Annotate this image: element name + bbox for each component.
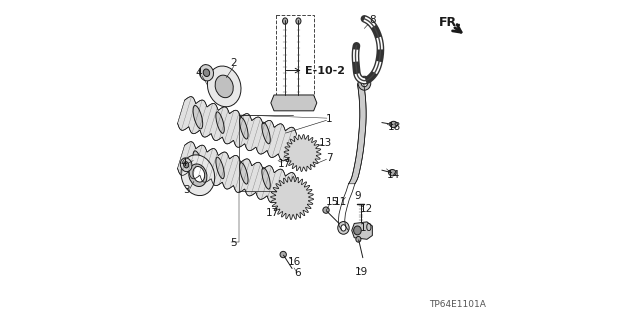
Text: 4: 4 xyxy=(181,158,188,168)
Text: 8: 8 xyxy=(369,15,376,25)
Ellipse shape xyxy=(390,121,397,128)
Text: 7: 7 xyxy=(326,153,333,164)
Ellipse shape xyxy=(215,75,233,98)
Polygon shape xyxy=(177,97,296,161)
Ellipse shape xyxy=(356,236,361,242)
Text: FR.: FR. xyxy=(439,16,462,29)
Text: 12: 12 xyxy=(360,204,372,214)
Ellipse shape xyxy=(354,226,361,235)
Ellipse shape xyxy=(292,143,312,163)
Ellipse shape xyxy=(239,163,248,184)
Ellipse shape xyxy=(291,157,294,160)
Text: 4: 4 xyxy=(195,68,202,78)
Text: 16: 16 xyxy=(288,257,301,267)
Ellipse shape xyxy=(301,140,303,143)
Ellipse shape xyxy=(388,170,396,176)
Text: 19: 19 xyxy=(355,267,369,277)
Ellipse shape xyxy=(239,117,248,139)
Ellipse shape xyxy=(283,18,287,24)
Text: 17: 17 xyxy=(278,159,291,169)
Ellipse shape xyxy=(361,80,367,87)
Ellipse shape xyxy=(280,187,303,210)
FancyBboxPatch shape xyxy=(276,15,314,105)
Ellipse shape xyxy=(290,183,293,186)
Text: 17: 17 xyxy=(266,208,279,218)
Ellipse shape xyxy=(358,76,371,90)
Text: 14: 14 xyxy=(387,170,399,180)
Ellipse shape xyxy=(323,207,329,213)
Text: 9: 9 xyxy=(355,190,362,201)
Text: 1: 1 xyxy=(326,114,333,124)
Polygon shape xyxy=(271,95,317,111)
Ellipse shape xyxy=(207,66,241,107)
Text: 13: 13 xyxy=(319,138,332,148)
Ellipse shape xyxy=(204,69,210,76)
Ellipse shape xyxy=(302,203,306,206)
Text: 10: 10 xyxy=(360,223,372,233)
Polygon shape xyxy=(284,134,321,172)
Text: 6: 6 xyxy=(294,268,300,278)
Ellipse shape xyxy=(193,166,205,182)
Ellipse shape xyxy=(311,157,314,160)
Ellipse shape xyxy=(184,162,189,168)
Text: 18: 18 xyxy=(388,122,401,132)
Ellipse shape xyxy=(189,164,207,187)
Text: 3: 3 xyxy=(183,185,189,195)
Ellipse shape xyxy=(193,106,203,129)
Ellipse shape xyxy=(296,18,301,24)
Polygon shape xyxy=(177,142,296,206)
Ellipse shape xyxy=(216,157,224,179)
Ellipse shape xyxy=(180,158,192,172)
Ellipse shape xyxy=(181,155,214,196)
Polygon shape xyxy=(352,222,372,239)
Text: 15: 15 xyxy=(326,197,339,207)
Polygon shape xyxy=(349,84,366,184)
Polygon shape xyxy=(271,177,314,220)
Ellipse shape xyxy=(341,225,346,231)
Ellipse shape xyxy=(216,112,224,133)
Ellipse shape xyxy=(279,204,282,207)
Text: 2: 2 xyxy=(230,58,237,68)
Text: TP64E1101A: TP64E1101A xyxy=(429,300,486,309)
Text: 11: 11 xyxy=(334,197,348,207)
Text: 5: 5 xyxy=(230,238,237,248)
Ellipse shape xyxy=(193,151,203,174)
Ellipse shape xyxy=(200,65,214,81)
Text: E-10-2: E-10-2 xyxy=(305,66,345,76)
Ellipse shape xyxy=(262,168,270,189)
Ellipse shape xyxy=(338,221,349,234)
Ellipse shape xyxy=(280,252,286,258)
Ellipse shape xyxy=(262,122,270,144)
